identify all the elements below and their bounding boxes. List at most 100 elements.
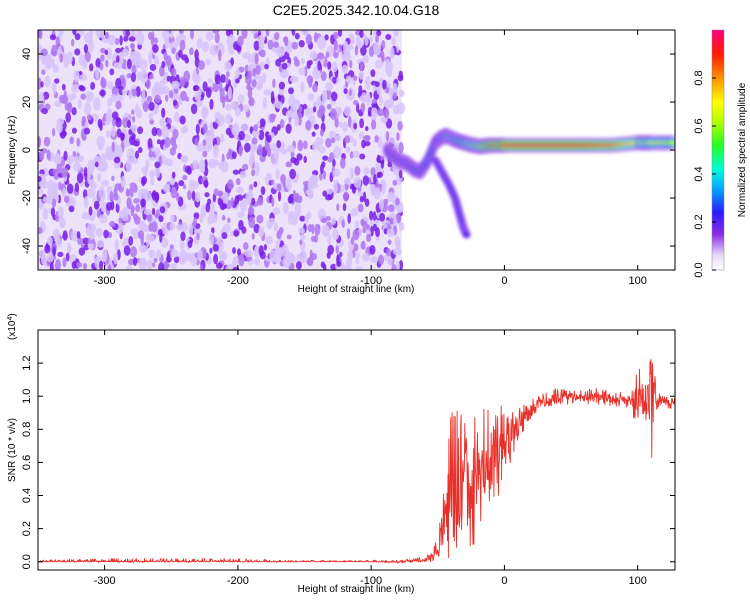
noise-speckle [159, 118, 166, 127]
noise-speckle [154, 147, 161, 157]
noise-speckle [225, 263, 234, 270]
noise-speckle [238, 145, 243, 157]
noise-speckle [225, 83, 229, 93]
noise-speckle [172, 128, 179, 140]
noise-speckle [336, 261, 342, 267]
noise-speckle [95, 66, 100, 80]
noise-speckle [200, 204, 207, 218]
noise-speckle [178, 49, 183, 58]
noise-speckle [65, 252, 70, 262]
noise-speckle [131, 109, 135, 115]
noise-speckle [166, 75, 171, 82]
noise-speckle [323, 227, 329, 238]
noise-speckle [63, 150, 68, 161]
noise-speckle [105, 130, 112, 138]
noise-speckle [52, 127, 56, 137]
noise-speckle [193, 73, 201, 85]
noise-speckle [252, 68, 257, 77]
noise-speckle [172, 142, 178, 150]
noise-speckle [281, 62, 288, 70]
noise-speckle [90, 82, 96, 90]
noise-speckle [325, 216, 331, 221]
noise-speckle [337, 30, 343, 37]
noise-speckle [349, 151, 354, 159]
noise-speckle [291, 30, 296, 36]
noise-speckle [396, 102, 406, 114]
noise-speckle [218, 49, 222, 62]
noise-speckle [345, 75, 352, 84]
noise-speckle [140, 69, 148, 84]
noise-speckle [294, 192, 300, 203]
noise-speckle [84, 102, 92, 115]
noise-speckle [253, 245, 261, 259]
noise-speckle [383, 198, 389, 205]
noise-speckle [343, 105, 352, 117]
noise-speckle [321, 161, 326, 168]
noise-speckle [333, 181, 338, 195]
noise-speckle [113, 252, 118, 265]
noise-speckle [370, 167, 376, 176]
noise-speckle [70, 230, 79, 242]
noise-speckle [243, 104, 250, 113]
noise-speckle [251, 137, 258, 145]
noise-speckle [207, 77, 212, 84]
noise-speckle [285, 110, 293, 118]
noise-speckle [259, 118, 266, 128]
noise-speckle [258, 129, 265, 141]
noise-speckle [398, 169, 403, 179]
noise-speckle [322, 170, 327, 180]
noise-speckle [49, 34, 57, 41]
noise-speckle [131, 30, 136, 35]
noise-speckle [306, 258, 314, 266]
noise-speckle [258, 245, 264, 257]
noise-speckle [160, 237, 169, 249]
noise-speckle [274, 32, 280, 41]
noise-speckle [278, 87, 285, 96]
noise-speckle [82, 262, 88, 270]
noise-speckle [385, 131, 390, 142]
noise-speckle [225, 30, 231, 37]
noise-speckle [266, 147, 272, 158]
noise-speckle [352, 150, 360, 158]
noise-speckle [369, 183, 376, 192]
noise-speckle [371, 107, 378, 118]
noise-speckle [178, 180, 185, 187]
noise-speckle [372, 211, 377, 222]
noise-speckle [287, 214, 296, 226]
noise-speckle [70, 38, 75, 47]
noise-speckle [137, 230, 145, 240]
noise-speckle [379, 95, 383, 106]
noise-speckle [299, 250, 307, 264]
noise-speckle [366, 233, 372, 243]
noise-speckle [212, 144, 219, 158]
noise-speckle [170, 249, 179, 258]
noise-speckle [57, 206, 64, 219]
noise-speckle [148, 234, 155, 243]
x-tick-label: -100 [360, 575, 382, 587]
noise-speckle [221, 203, 228, 210]
noise-speckle [286, 234, 292, 240]
noise-speckle [236, 248, 242, 256]
noise-speckle [338, 121, 344, 128]
noise-speckle [152, 44, 159, 53]
noise-speckle [115, 47, 122, 54]
noise-speckle [341, 121, 348, 133]
noise-speckle [258, 34, 266, 42]
noise-speckle [108, 34, 116, 46]
noise-speckle [227, 179, 234, 190]
noise-speckle [327, 61, 332, 70]
noise-speckle [100, 77, 107, 89]
noise-speckle [178, 258, 186, 265]
noise-speckle [130, 72, 137, 83]
noise-speckle [104, 49, 109, 56]
noise-speckle [216, 262, 223, 269]
noise-speckle [209, 44, 219, 56]
noise-speckle [119, 35, 123, 46]
noise-speckle [169, 222, 176, 231]
noise-speckle [38, 91, 45, 105]
noise-speckle [274, 101, 283, 109]
y-tick-label: 0.4 [21, 488, 33, 503]
noise-speckle [353, 75, 358, 81]
noise-speckle [368, 46, 374, 57]
